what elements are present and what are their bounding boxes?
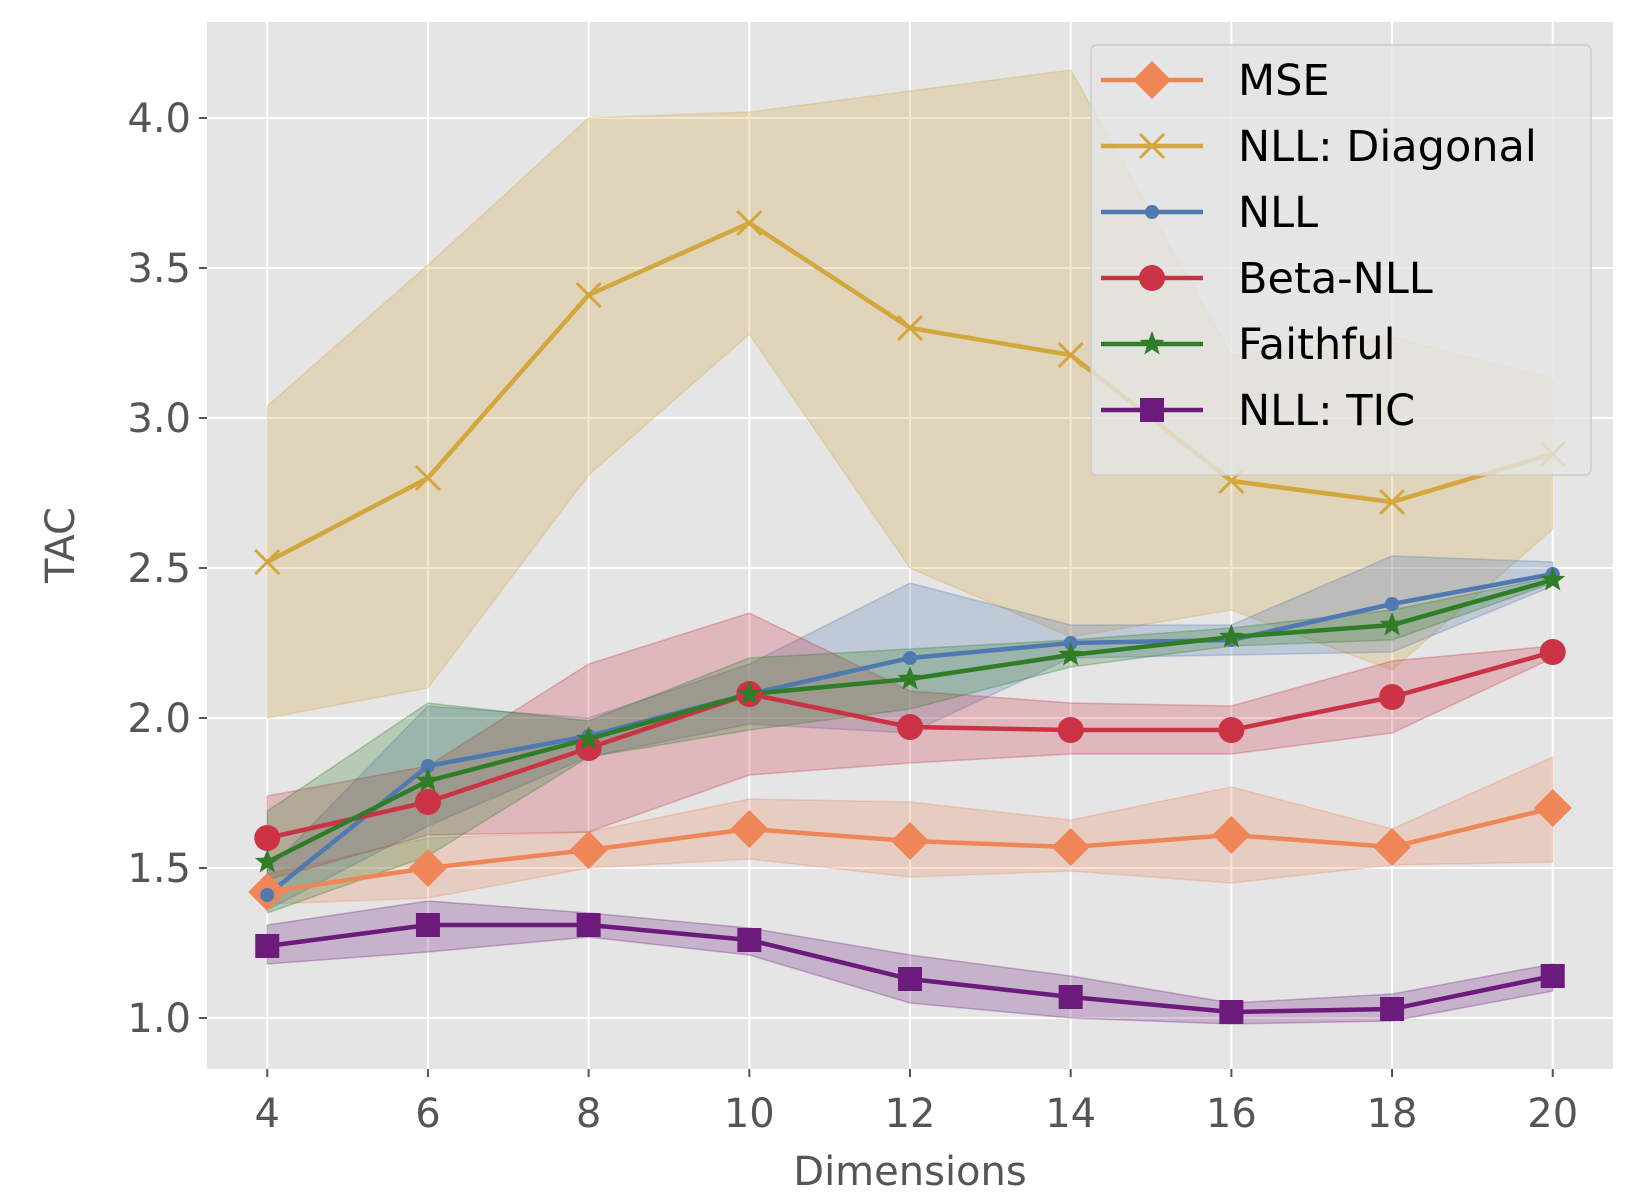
point-nll-tic bbox=[576, 913, 601, 937]
point-beta-nll bbox=[1539, 639, 1566, 665]
y-tick-label: 2.0 bbox=[127, 696, 191, 742]
x-tick-label: 18 bbox=[1367, 1091, 1418, 1137]
legend-marker-beta-nll bbox=[1139, 265, 1165, 291]
point-beta-nll bbox=[254, 825, 281, 851]
point-nll-tic bbox=[255, 934, 280, 958]
point-faithful bbox=[1058, 642, 1083, 666]
point-mse bbox=[1533, 789, 1572, 827]
point-nll-diagonal bbox=[254, 548, 281, 576]
x-tick-labels: 4 6 8 10 12 14 16 18 20 bbox=[255, 1091, 1579, 1137]
x-tick-label: 14 bbox=[1045, 1091, 1096, 1137]
y-tick-label: 4.0 bbox=[127, 96, 191, 142]
point-nll bbox=[1385, 597, 1400, 611]
y-tick-label: 3.0 bbox=[127, 396, 191, 442]
point-faithful bbox=[897, 666, 923, 690]
legend: MSE NLL: Diagonal NLL Beta-NLL Faithful NLL: … bbox=[1090, 44, 1592, 476]
point-beta-nll bbox=[1057, 717, 1084, 743]
point-faithful bbox=[1379, 612, 1405, 636]
point-faithful bbox=[737, 681, 762, 705]
point-nll-tic bbox=[898, 967, 922, 991]
legend-label-nll-diagonal: NLL: Diagonal bbox=[1238, 122, 1537, 172]
point-nll-diagonal bbox=[1057, 341, 1084, 369]
point-beta-nll bbox=[575, 735, 602, 761]
legend-label-nll: NLL bbox=[1238, 188, 1318, 238]
point-beta-nll bbox=[897, 714, 923, 740]
point-nll-tic bbox=[1380, 997, 1405, 1021]
y-tick-label: 3.5 bbox=[127, 246, 191, 292]
y-tick-label: 2.5 bbox=[127, 546, 191, 592]
legend-label-mse: MSE bbox=[1238, 56, 1330, 106]
band-nll-diagonal bbox=[266, 69, 1554, 719]
point-nll bbox=[420, 759, 435, 773]
x-tick-label: 4 bbox=[255, 1091, 280, 1137]
legend-label-nll-tic: NLL: TIC bbox=[1238, 386, 1415, 436]
point-nll bbox=[260, 888, 275, 902]
point-nll-diagonal bbox=[736, 209, 763, 237]
point-nll-tic bbox=[1058, 985, 1083, 1009]
point-nll-diagonal bbox=[896, 314, 924, 342]
legend-marker-mse bbox=[1133, 61, 1171, 99]
point-nll-diagonal bbox=[1378, 488, 1406, 516]
point-nll-tic bbox=[1219, 1000, 1244, 1024]
point-mse bbox=[1373, 828, 1412, 866]
point-mse bbox=[569, 831, 608, 869]
x-tick-label: 20 bbox=[1527, 1091, 1578, 1137]
point-nll-diagonal bbox=[575, 281, 602, 309]
point-beta-nll bbox=[1379, 684, 1406, 710]
point-faithful bbox=[1540, 567, 1566, 591]
series-markers bbox=[248, 209, 1572, 1024]
y-tick-labels: 1.0 1.5 2.0 2.5 3.0 3.5 4.0 bbox=[127, 96, 191, 1042]
y-tick-label: 1.5 bbox=[127, 846, 191, 892]
point-nll-diagonal bbox=[414, 464, 442, 492]
point-beta-nll bbox=[1218, 717, 1245, 743]
legend-marker-nll-diagonal bbox=[1138, 132, 1166, 160]
point-nll-tic bbox=[415, 913, 440, 937]
point-nll-tic bbox=[737, 928, 762, 952]
x-tick-label: 12 bbox=[885, 1091, 936, 1137]
point-mse bbox=[1051, 828, 1090, 866]
point-faithful bbox=[1219, 624, 1244, 648]
x-tick-label: 8 bbox=[576, 1091, 601, 1137]
point-nll bbox=[903, 651, 917, 665]
y-tick-label: 1.0 bbox=[127, 996, 191, 1042]
point-mse bbox=[1212, 816, 1251, 854]
point-faithful bbox=[415, 768, 441, 792]
point-mse bbox=[730, 810, 769, 848]
point-mse bbox=[408, 849, 447, 887]
y-axis-label: TAC bbox=[38, 507, 84, 584]
point-faithful bbox=[576, 726, 601, 750]
point-nll-tic bbox=[1540, 964, 1565, 988]
legend-marker-nll-tic bbox=[1140, 398, 1164, 422]
legend-marker-faithful bbox=[1139, 331, 1165, 355]
legend-box bbox=[1090, 44, 1592, 476]
legend-label-faithful: Faithful bbox=[1238, 320, 1396, 370]
point-mse bbox=[891, 822, 929, 860]
point-faithful bbox=[254, 849, 280, 873]
x-axis-label: Dimensions bbox=[793, 1149, 1026, 1194]
x-tick-label: 10 bbox=[724, 1091, 775, 1137]
legend-marker-nll bbox=[1145, 205, 1159, 219]
x-tick-label: 16 bbox=[1206, 1091, 1257, 1137]
point-beta-nll bbox=[414, 789, 441, 815]
legend-label-beta-nll: Beta-NLL bbox=[1238, 254, 1433, 304]
x-tick-label: 6 bbox=[415, 1091, 440, 1137]
